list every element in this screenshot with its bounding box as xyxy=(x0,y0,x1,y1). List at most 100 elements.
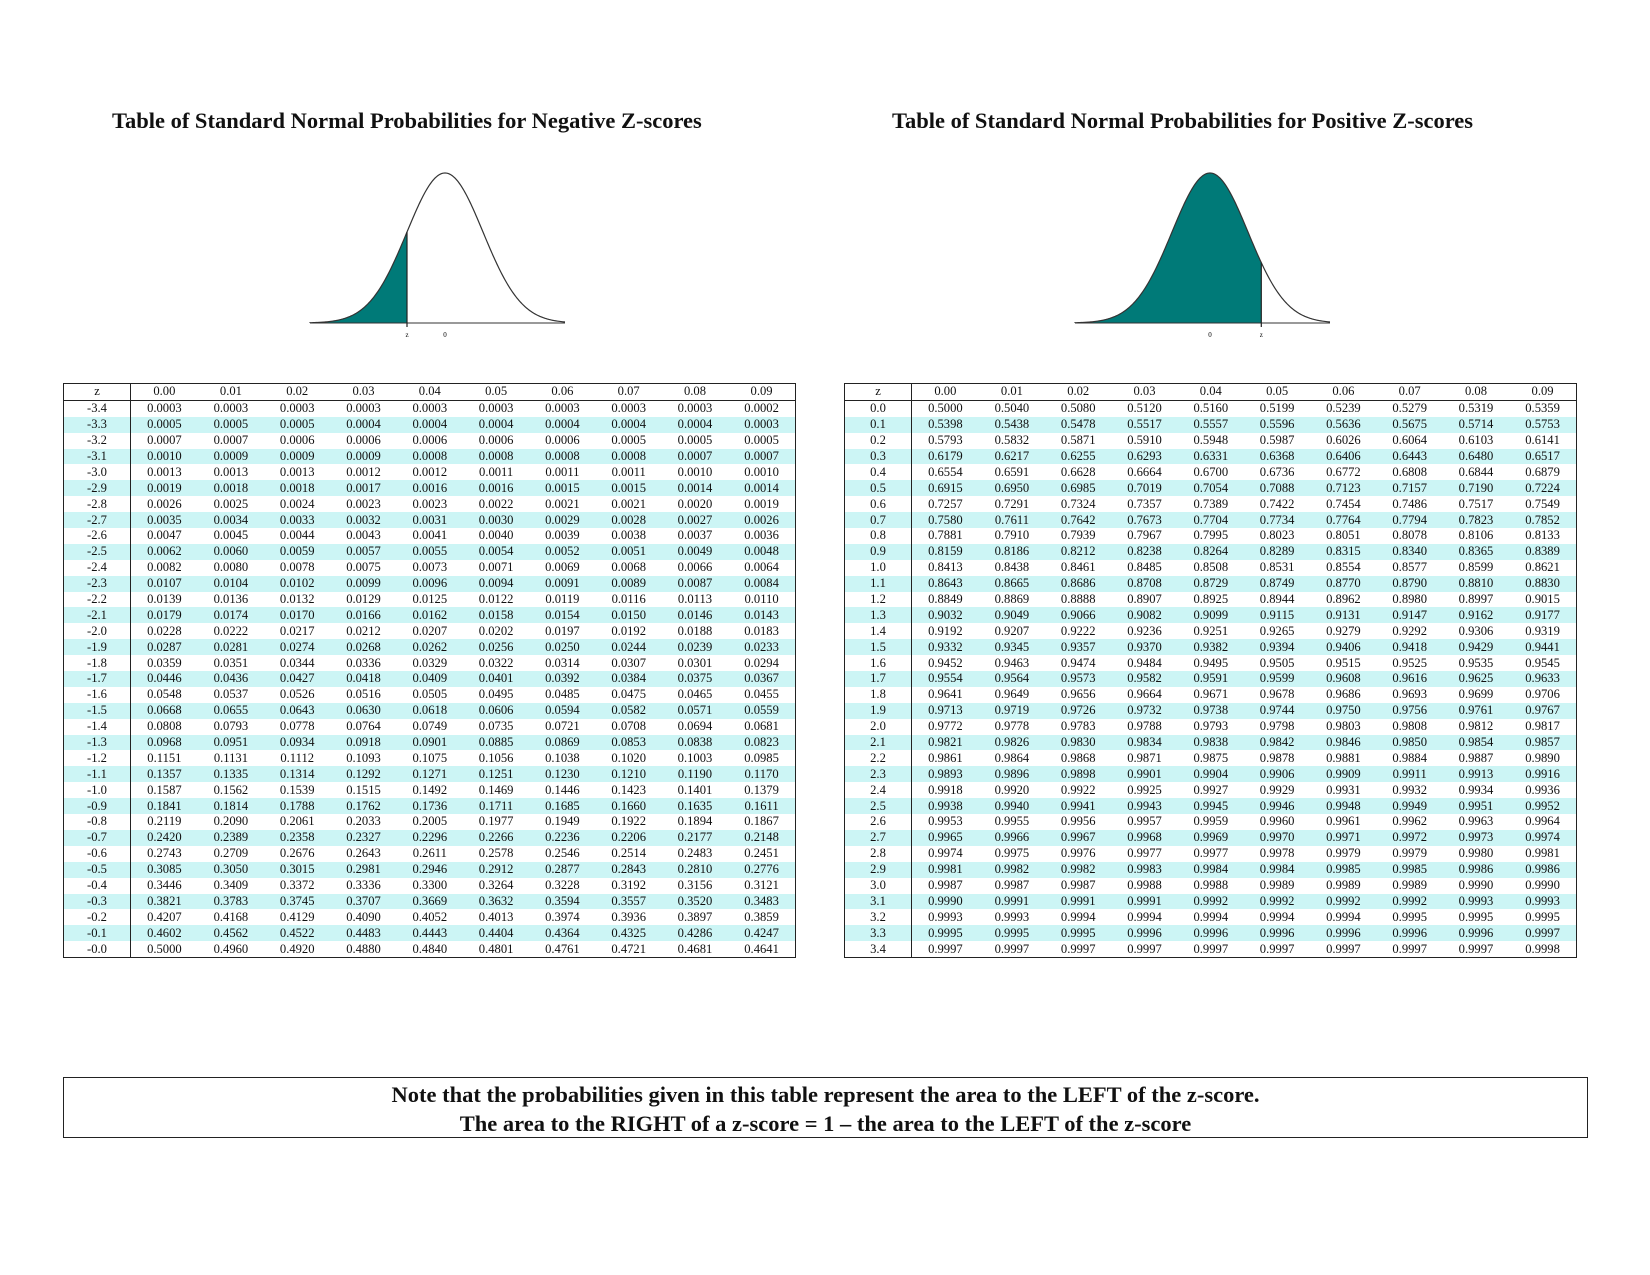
probability-cell: 0.9875 xyxy=(1193,750,1229,765)
column-header: 0.03 xyxy=(330,383,397,401)
table-row: -2.1 0.0179 0.0174 0.0170 0.0166 0.0162 0.0158… xyxy=(63,607,796,624)
probability-cell: 0.4013 xyxy=(478,909,514,924)
probability-cell: 0.0179 xyxy=(130,607,198,624)
z-value: 0.2 xyxy=(844,432,912,449)
zero-label: 0 xyxy=(443,331,447,339)
probability-cell: 0.2119 xyxy=(147,814,182,829)
probability-cell: 0.9834 xyxy=(1111,734,1178,751)
probability-cell: 0.9965 xyxy=(911,829,979,846)
z-value: -0.4 xyxy=(63,877,131,894)
probability-cell: 0.4602 xyxy=(130,925,198,942)
probability-cell: 0.0005 xyxy=(130,416,198,433)
probability-cell: 0.8389 xyxy=(1509,543,1577,560)
probability-cell: 0.9973 xyxy=(1442,829,1510,846)
probability-cell: 0.9982 xyxy=(978,861,1046,878)
probability-cell: 0.9772 xyxy=(928,719,963,734)
probability-cell: 0.0004 xyxy=(396,416,463,433)
table-row: 0.1 0.5398 0.5438 0.5478 0.5517 0.5557 0.5596 0… xyxy=(844,416,1577,433)
probability-cell: 0.9996 xyxy=(1442,925,1510,942)
probability-cell: 0.2776 xyxy=(728,861,796,878)
probability-cell: 0.9992 xyxy=(1310,893,1377,910)
probability-cell: 0.9846 xyxy=(1310,734,1377,751)
table-row: 2.5 0.9938 0.9940 0.9941 0.9943 0.9945 0.9946 0… xyxy=(844,798,1577,815)
probability-cell: 0.0233 xyxy=(728,639,796,656)
probability-cell: 0.7794 xyxy=(1376,512,1443,529)
probability-cell: 0.0031 xyxy=(396,512,463,529)
probability-cell: 0.2451 xyxy=(744,846,779,861)
z-value: -1.5 xyxy=(63,702,131,719)
probability-cell: 0.8159 xyxy=(911,543,979,560)
probability-cell: 0.9525 xyxy=(1392,655,1428,670)
probability-cell: 0.0116 xyxy=(611,592,646,607)
probability-cell: 0.9960 xyxy=(1259,814,1295,829)
table-row: -1.0 0.1587 0.1562 0.1539 0.1515 0.1492 0.1469… xyxy=(63,782,796,799)
probability-cell: 0.9830 xyxy=(1045,734,1112,751)
probability-cell: 0.0526 xyxy=(279,687,315,702)
probability-cell: 0.0016 xyxy=(462,480,530,497)
probability-cell: 0.2743 xyxy=(147,846,182,861)
probability-cell: 0.8078 xyxy=(1392,528,1428,543)
probability-cell: 0.9986 xyxy=(1509,861,1577,878)
probability-cell: 0.9957 xyxy=(1127,814,1162,829)
probability-cell: 0.9332 xyxy=(911,639,979,656)
z-value: -3.2 xyxy=(63,432,131,449)
negative-z-table: z 0.00 0.01 0.02 0.03 0.04 0.05 0.06 0.07 0.08 0.0… xyxy=(63,383,796,959)
z-value: -0.6 xyxy=(63,845,131,862)
probability-cell: 0.9878 xyxy=(1259,750,1295,765)
probability-cell: 0.3300 xyxy=(412,878,448,893)
column-header: 0.07 xyxy=(1376,383,1443,401)
z-value: -3.0 xyxy=(63,464,131,481)
probability-cell: 0.0011 xyxy=(611,464,646,479)
probability-cell: 0.0087 xyxy=(661,575,729,592)
probability-cell: 0.7549 xyxy=(1525,496,1560,511)
z-value: 1.7 xyxy=(844,671,912,687)
probability-cell: 0.9951 xyxy=(1442,798,1510,815)
probability-cell: 0.4761 xyxy=(545,941,580,956)
probability-cell: 0.6808 xyxy=(1392,464,1428,479)
probability-cell: 0.9997 xyxy=(1509,925,1577,942)
table-row: 0.7 0.7580 0.7611 0.7642 0.7673 0.7704 0.7734 0… xyxy=(844,512,1577,529)
probability-cell: 0.6517 xyxy=(1509,448,1577,465)
probability-cell: 0.9817 xyxy=(1525,719,1560,734)
probability-cell: 0.5359 xyxy=(1525,401,1560,416)
probability-cell: 0.0026 xyxy=(147,496,182,511)
probability-cell: 0.8830 xyxy=(1509,575,1577,592)
probability-cell: 0.9992 xyxy=(1376,893,1443,910)
probability-cell: 0.0039 xyxy=(545,528,580,543)
table-row: 3.4 0.9997 0.9997 0.9997 0.9997 0.9997 0.9997 0… xyxy=(844,941,1577,958)
z-value: 3.4 xyxy=(844,941,912,958)
probability-cell: 0.9996 xyxy=(1177,925,1244,942)
probability-cell: 0.9997 xyxy=(1392,941,1428,956)
probability-cell: 0.9732 xyxy=(1111,702,1178,719)
probability-cell: 0.9940 xyxy=(978,798,1046,815)
z-value: 0.8 xyxy=(844,528,912,544)
column-header: 0.04 xyxy=(1177,383,1244,401)
probability-cell: 0.9854 xyxy=(1442,734,1510,751)
probability-cell: 0.0009 xyxy=(264,448,331,465)
probability-cell: 0.0024 xyxy=(279,496,315,511)
probability-cell: 0.7257 xyxy=(928,496,963,511)
probability-cell: 0.7881 xyxy=(928,528,963,543)
table-row: 0.2 0.5793 0.5832 0.5871 0.5910 0.5948 0.5987 0… xyxy=(844,432,1577,449)
probability-cell: 0.5675 xyxy=(1376,416,1443,433)
probability-cell: 0.9989 xyxy=(1392,878,1428,893)
probability-cell: 0.3156 xyxy=(677,878,713,893)
probability-cell: 0.9616 xyxy=(1376,671,1443,687)
probability-cell: 0.3936 xyxy=(611,909,647,924)
probability-cell: 0.9979 xyxy=(1326,846,1361,861)
probability-cell: 0.9948 xyxy=(1310,798,1377,815)
probability-cell: 0.7673 xyxy=(1111,512,1178,529)
probability-cell: 0.7910 xyxy=(994,528,1030,543)
probability-cell: 0.0192 xyxy=(611,623,647,638)
probability-cell: 0.8023 xyxy=(1259,528,1295,543)
probability-cell: 0.0764 xyxy=(346,719,381,734)
probability-cell: 0.0006 xyxy=(545,433,580,448)
probability-cell: 0.9988 xyxy=(1127,878,1162,893)
probability-cell: 0.0735 xyxy=(478,719,514,734)
probability-cell: 0.8888 xyxy=(1060,592,1096,607)
probability-cell: 0.0418 xyxy=(330,671,397,687)
probability-cell: 0.9977 xyxy=(1193,846,1229,861)
probability-cell: 0.0336 xyxy=(346,655,381,670)
probability-cell: 0.0006 xyxy=(412,433,448,448)
table-row: -0.4 0.3446 0.3409 0.3372 0.3336 0.3300 0.3264… xyxy=(63,877,796,894)
